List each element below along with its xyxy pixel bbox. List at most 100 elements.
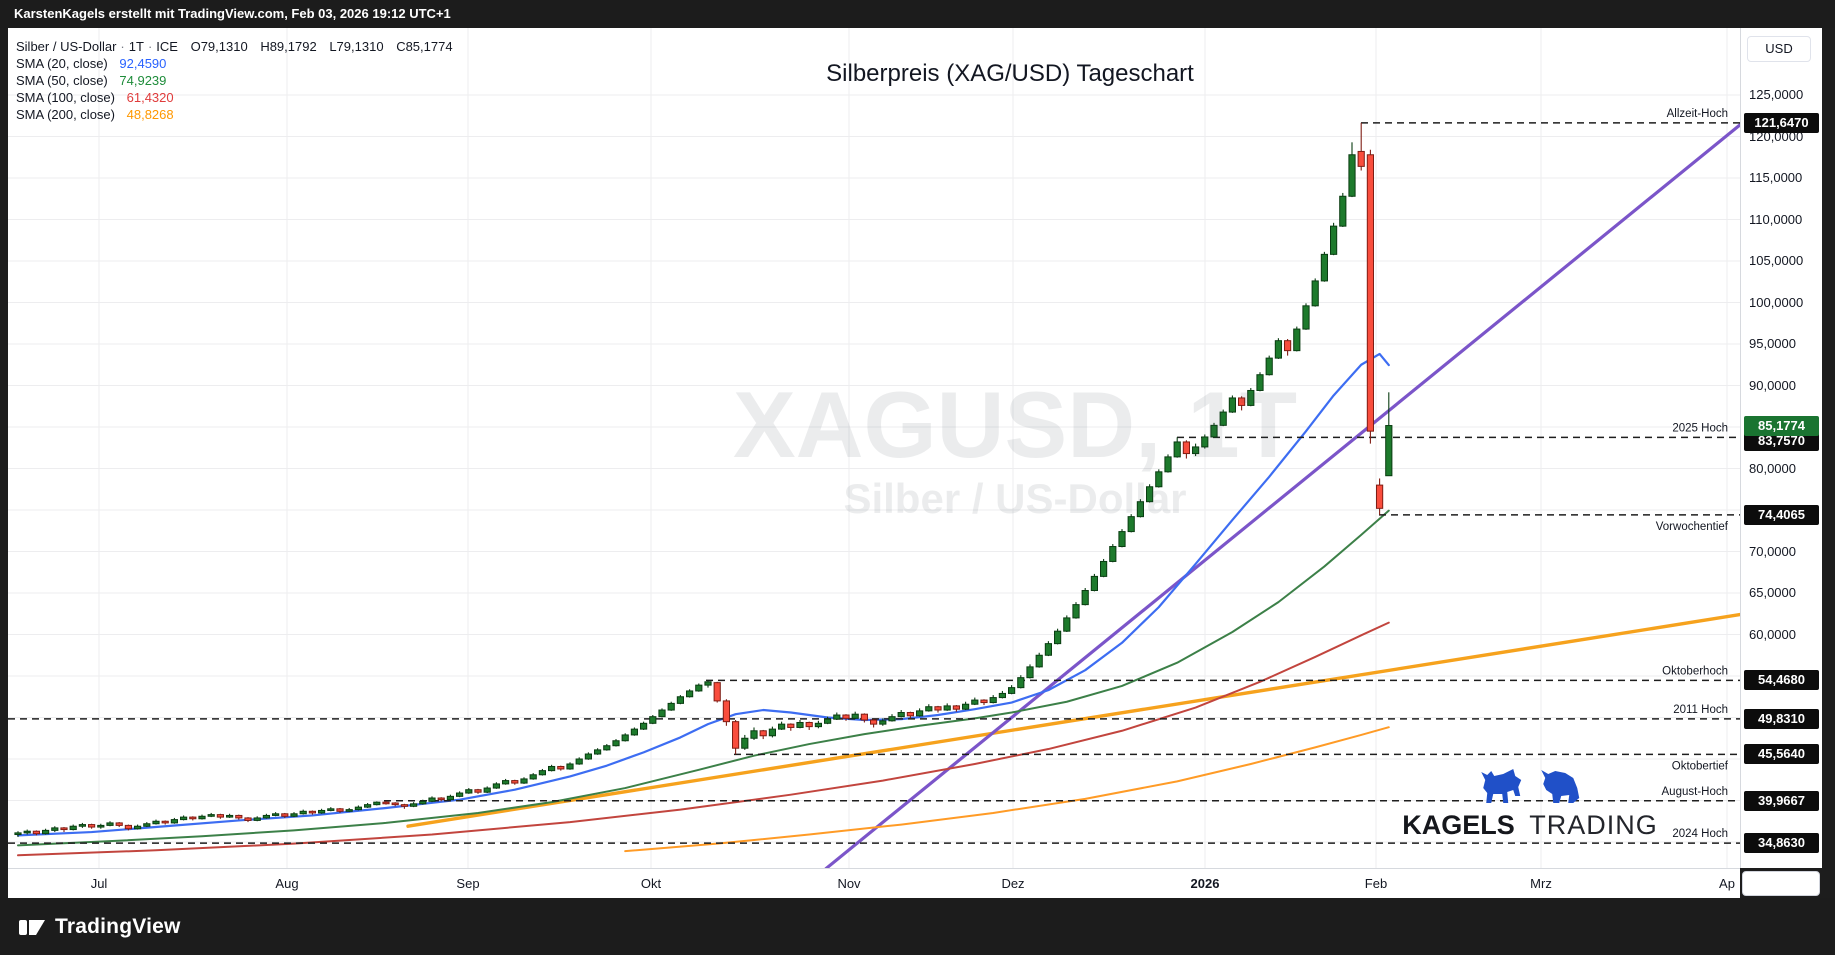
- candle-body[interactable]: [1164, 456, 1172, 473]
- candle-body[interactable]: [419, 800, 427, 805]
- time-tick-label[interactable]: Aug: [275, 876, 299, 891]
- candle-body[interactable]: [1265, 357, 1273, 376]
- candle-body[interactable]: [897, 712, 905, 718]
- candle-body[interactable]: [1090, 575, 1099, 592]
- candle-body[interactable]: [952, 705, 960, 710]
- time-tick-label[interactable]: Jul: [90, 876, 108, 891]
- candle-body[interactable]: [134, 825, 142, 830]
- time-tick-label[interactable]: Mrz: [1530, 876, 1552, 891]
- candle-body[interactable]: [695, 684, 703, 692]
- candle-body[interactable]: [216, 814, 225, 818]
- candle-body[interactable]: [1146, 486, 1154, 503]
- candle-body[interactable]: [1182, 441, 1191, 455]
- candle-body[interactable]: [1256, 374, 1264, 391]
- candle-body[interactable]: [649, 716, 657, 724]
- candle-body[interactable]: [1274, 340, 1283, 359]
- candle-body[interactable]: [759, 730, 767, 737]
- candle-body[interactable]: [1293, 328, 1301, 352]
- candle-body[interactable]: [1320, 253, 1329, 282]
- candle-body[interactable]: [722, 700, 730, 723]
- interval-label[interactable]: 1T: [128, 39, 144, 54]
- candle-body[interactable]: [538, 770, 546, 776]
- candle-body[interactable]: [1302, 305, 1310, 330]
- candle-body[interactable]: [492, 783, 500, 789]
- candle-body[interactable]: [1072, 604, 1080, 619]
- candle-body[interactable]: [557, 765, 565, 770]
- candle-body[interactable]: [1238, 397, 1246, 406]
- candle-body[interactable]: [658, 709, 666, 718]
- candle-body[interactable]: [373, 801, 381, 806]
- candle-body[interactable]: [732, 721, 740, 749]
- candle-body[interactable]: [235, 814, 243, 819]
- candle-body[interactable]: [23, 830, 31, 834]
- time-tick-label[interactable]: Dez: [1001, 876, 1025, 891]
- candle-body[interactable]: [1127, 516, 1135, 533]
- candle-body[interactable]: [1008, 687, 1016, 694]
- candle-body[interactable]: [1035, 654, 1043, 668]
- candle-body[interactable]: [796, 721, 804, 728]
- candle-body[interactable]: [1054, 630, 1062, 645]
- candle-body[interactable]: [1210, 424, 1218, 438]
- candle-body[interactable]: [520, 778, 528, 784]
- candle-body[interactable]: [115, 822, 123, 826]
- candle-body[interactable]: [1026, 666, 1034, 679]
- candle-body[interactable]: [594, 749, 602, 755]
- candle-body[interactable]: [851, 713, 859, 719]
- candle-body[interactable]: [180, 816, 188, 821]
- candle-body[interactable]: [226, 814, 234, 818]
- time-tick-label[interactable]: Okt: [640, 876, 662, 891]
- candle-body[interactable]: [787, 723, 795, 728]
- exchange-label[interactable]: ICE: [156, 39, 178, 54]
- candle-body[interactable]: [1339, 195, 1347, 227]
- candle-body[interactable]: [1366, 154, 1375, 432]
- candle-body[interactable]: [428, 797, 436, 802]
- candle-body[interactable]: [980, 699, 988, 704]
- candle-body[interactable]: [1219, 411, 1227, 426]
- tradingview-icon[interactable]: [18, 913, 46, 941]
- candle-body[interactable]: [704, 681, 712, 686]
- trendline[interactable]: [824, 123, 1740, 868]
- sma20-legend-row[interactable]: SMA (20, close) 92,4590: [16, 55, 453, 72]
- candle-body[interactable]: [345, 809, 353, 812]
- candle-body[interactable]: [308, 810, 316, 814]
- candle-body[interactable]: [60, 827, 68, 831]
- candle-body[interactable]: [529, 774, 537, 780]
- candle-body[interactable]: [88, 824, 96, 828]
- candle-body[interactable]: [1311, 280, 1319, 307]
- time-tick-label[interactable]: Ap: [1719, 876, 1735, 891]
- candle-body[interactable]: [1192, 446, 1200, 455]
- sma200-line[interactable]: [624, 726, 1390, 853]
- candle-body[interactable]: [713, 682, 721, 702]
- candle-body[interactable]: [262, 814, 270, 819]
- candle-body[interactable]: [446, 795, 454, 801]
- candle-body[interactable]: [888, 716, 896, 722]
- candle-body[interactable]: [1136, 501, 1145, 518]
- candle-body[interactable]: [842, 714, 850, 719]
- candle-body[interactable]: [1100, 560, 1108, 577]
- candle-body[interactable]: [879, 720, 887, 725]
- candle-body[interactable]: [290, 813, 298, 817]
- candle-body[interactable]: [676, 696, 684, 704]
- candle-body[interactable]: [456, 792, 464, 797]
- candle-body[interactable]: [1063, 617, 1071, 632]
- candle-body[interactable]: [1357, 150, 1365, 167]
- time-tick-label[interactable]: Sep: [456, 876, 480, 891]
- time-tick-label[interactable]: 2026: [1190, 876, 1220, 891]
- candle-body[interactable]: [161, 820, 169, 824]
- candle-body[interactable]: [502, 780, 510, 785]
- candle-body[interactable]: [391, 802, 399, 806]
- candle-body[interactable]: [1044, 643, 1053, 656]
- candle-body[interactable]: [382, 801, 390, 805]
- candle-body[interactable]: [1228, 397, 1237, 413]
- candle-body[interactable]: [253, 817, 261, 821]
- candle-body[interactable]: [42, 829, 50, 835]
- candle-body[interactable]: [575, 758, 583, 765]
- candle-body[interactable]: [768, 728, 776, 737]
- symbol-name[interactable]: Silber / US-Dollar: [16, 39, 117, 54]
- candle-body[interactable]: [1247, 389, 1255, 406]
- chart-plot-pane[interactable]: [8, 28, 1740, 868]
- candle-body[interactable]: [170, 819, 179, 824]
- candle-body[interactable]: [336, 808, 344, 812]
- candle-body[interactable]: [925, 706, 933, 712]
- candle-body[interactable]: [1284, 340, 1292, 352]
